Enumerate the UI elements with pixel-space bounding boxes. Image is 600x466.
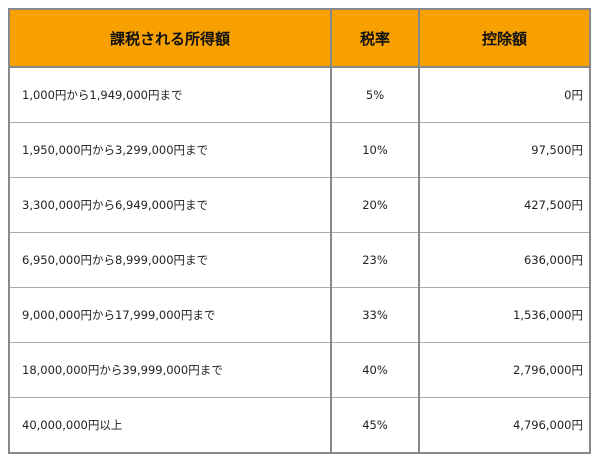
deduction-cell: 1,536,000円: [418, 287, 591, 343]
table-row: 1,950,000円から3,299,000円まで 10% 97,500円: [8, 122, 591, 178]
header-deduction: 控除額: [418, 8, 591, 68]
table-row: 40,000,000円以上 45% 4,796,000円: [8, 397, 591, 454]
table-row: 6,950,000円から8,999,000円まで 23% 636,000円: [8, 232, 591, 288]
tax-rate-cell: 23%: [330, 232, 420, 288]
header-taxable-income: 課税される所得額: [8, 8, 332, 68]
income-range-cell: 3,300,000円から6,949,000円まで: [8, 177, 332, 233]
table-row: 3,300,000円から6,949,000円まで 20% 427,500円: [8, 177, 591, 233]
table-row: 1,000円から1,949,000円まで 5% 0円: [8, 66, 591, 123]
table-body: 1,000円から1,949,000円まで 5% 0円 1,950,000円から3…: [8, 66, 591, 454]
deduction-cell: 4,796,000円: [418, 397, 591, 454]
tax-table-container: 課税される所得額 税率 控除額 1,000円から1,949,000円まで 5% …: [8, 8, 591, 454]
income-range-cell: 9,000,000円から17,999,000円まで: [8, 287, 332, 343]
header-row: 課税される所得額 税率 控除額: [8, 8, 591, 68]
income-range-cell: 6,950,000円から8,999,000円まで: [8, 232, 332, 288]
deduction-cell: 97,500円: [418, 122, 591, 178]
tax-rate-cell: 10%: [330, 122, 420, 178]
deduction-cell: 2,796,000円: [418, 342, 591, 398]
table-header: 課税される所得額 税率 控除額: [8, 8, 591, 68]
income-tax-rate-table: 課税される所得額 税率 控除額 1,000円から1,949,000円まで 5% …: [8, 8, 591, 454]
income-range-cell: 18,000,000円から39,999,000円まで: [8, 342, 332, 398]
table-row: 18,000,000円から39,999,000円まで 40% 2,796,000…: [8, 342, 591, 398]
income-range-cell: 1,000円から1,949,000円まで: [8, 66, 332, 123]
deduction-cell: 636,000円: [418, 232, 591, 288]
income-range-cell: 40,000,000円以上: [8, 397, 332, 454]
table-row: 9,000,000円から17,999,000円まで 33% 1,536,000円: [8, 287, 591, 343]
tax-rate-cell: 33%: [330, 287, 420, 343]
tax-rate-cell: 45%: [330, 397, 420, 454]
tax-rate-cell: 5%: [330, 66, 420, 123]
tax-rate-cell: 20%: [330, 177, 420, 233]
tax-rate-cell: 40%: [330, 342, 420, 398]
income-range-cell: 1,950,000円から3,299,000円まで: [8, 122, 332, 178]
deduction-cell: 427,500円: [418, 177, 591, 233]
header-tax-rate: 税率: [330, 8, 420, 68]
deduction-cell: 0円: [418, 66, 591, 123]
